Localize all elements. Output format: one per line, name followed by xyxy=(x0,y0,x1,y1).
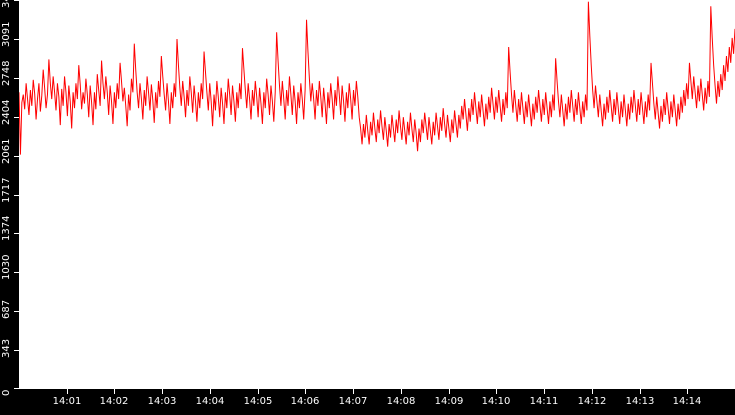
x-tick xyxy=(67,389,68,394)
y-axis xyxy=(0,0,19,389)
x-tick xyxy=(114,389,115,394)
y-tick-label: 3091 xyxy=(1,21,12,47)
x-tick-label: 14:09 xyxy=(434,396,464,407)
x-tick-label: 14:10 xyxy=(481,396,511,407)
x-tick xyxy=(687,389,688,394)
y-tick-label: 1374 xyxy=(1,215,12,241)
y-tick xyxy=(14,195,19,196)
x-tick-label: 14:01 xyxy=(52,396,82,407)
x-tick-label: 14:03 xyxy=(147,396,177,407)
x-tick xyxy=(353,389,354,394)
y-tick-label: 3435 xyxy=(1,0,12,8)
y-tick xyxy=(14,272,19,273)
y-tick xyxy=(14,311,19,312)
y-tick xyxy=(14,156,19,157)
y-tick-label: 2404 xyxy=(1,99,12,125)
x-tick-label: 14:12 xyxy=(577,396,607,407)
x-tick-label: 14:05 xyxy=(243,396,273,407)
y-tick-label: 1717 xyxy=(1,177,12,203)
x-tick-label: 14:04 xyxy=(195,396,225,407)
x-tick xyxy=(210,389,211,394)
y-tick xyxy=(14,0,19,1)
x-tick xyxy=(592,389,593,394)
y-tick xyxy=(14,350,19,351)
y-tick-label: 2061 xyxy=(1,138,12,164)
x-tick-label: 14:06 xyxy=(290,396,320,407)
x-axis xyxy=(0,389,735,415)
x-tick xyxy=(449,389,450,394)
x-tick xyxy=(401,389,402,394)
x-tick xyxy=(305,389,306,394)
x-tick xyxy=(544,389,545,394)
x-tick-label: 14:11 xyxy=(529,396,559,407)
x-tick xyxy=(258,389,259,394)
x-tick-label: 14:07 xyxy=(338,396,368,407)
x-tick-label: 14:08 xyxy=(386,396,416,407)
x-tick xyxy=(162,389,163,394)
y-tick xyxy=(14,78,19,79)
y-tick xyxy=(14,233,19,234)
y-tick xyxy=(14,388,19,389)
y-tick xyxy=(14,117,19,118)
x-tick xyxy=(640,389,641,394)
y-tick-label: 2748 xyxy=(1,60,12,86)
x-tick-label: 14:14 xyxy=(672,396,702,407)
y-tick xyxy=(14,39,19,40)
y-tick-label: 687 xyxy=(1,299,12,319)
series-line-traffic xyxy=(19,1,735,155)
y-tick-label: 343 xyxy=(1,338,12,358)
x-tick-label: 14:13 xyxy=(625,396,655,407)
x-tick xyxy=(496,389,497,394)
y-tick-label: 0 xyxy=(1,389,12,396)
x-tick-label: 14:02 xyxy=(99,396,129,407)
plot-area xyxy=(19,0,735,389)
series-polyline xyxy=(19,1,735,155)
y-tick-label: 1030 xyxy=(1,254,12,280)
